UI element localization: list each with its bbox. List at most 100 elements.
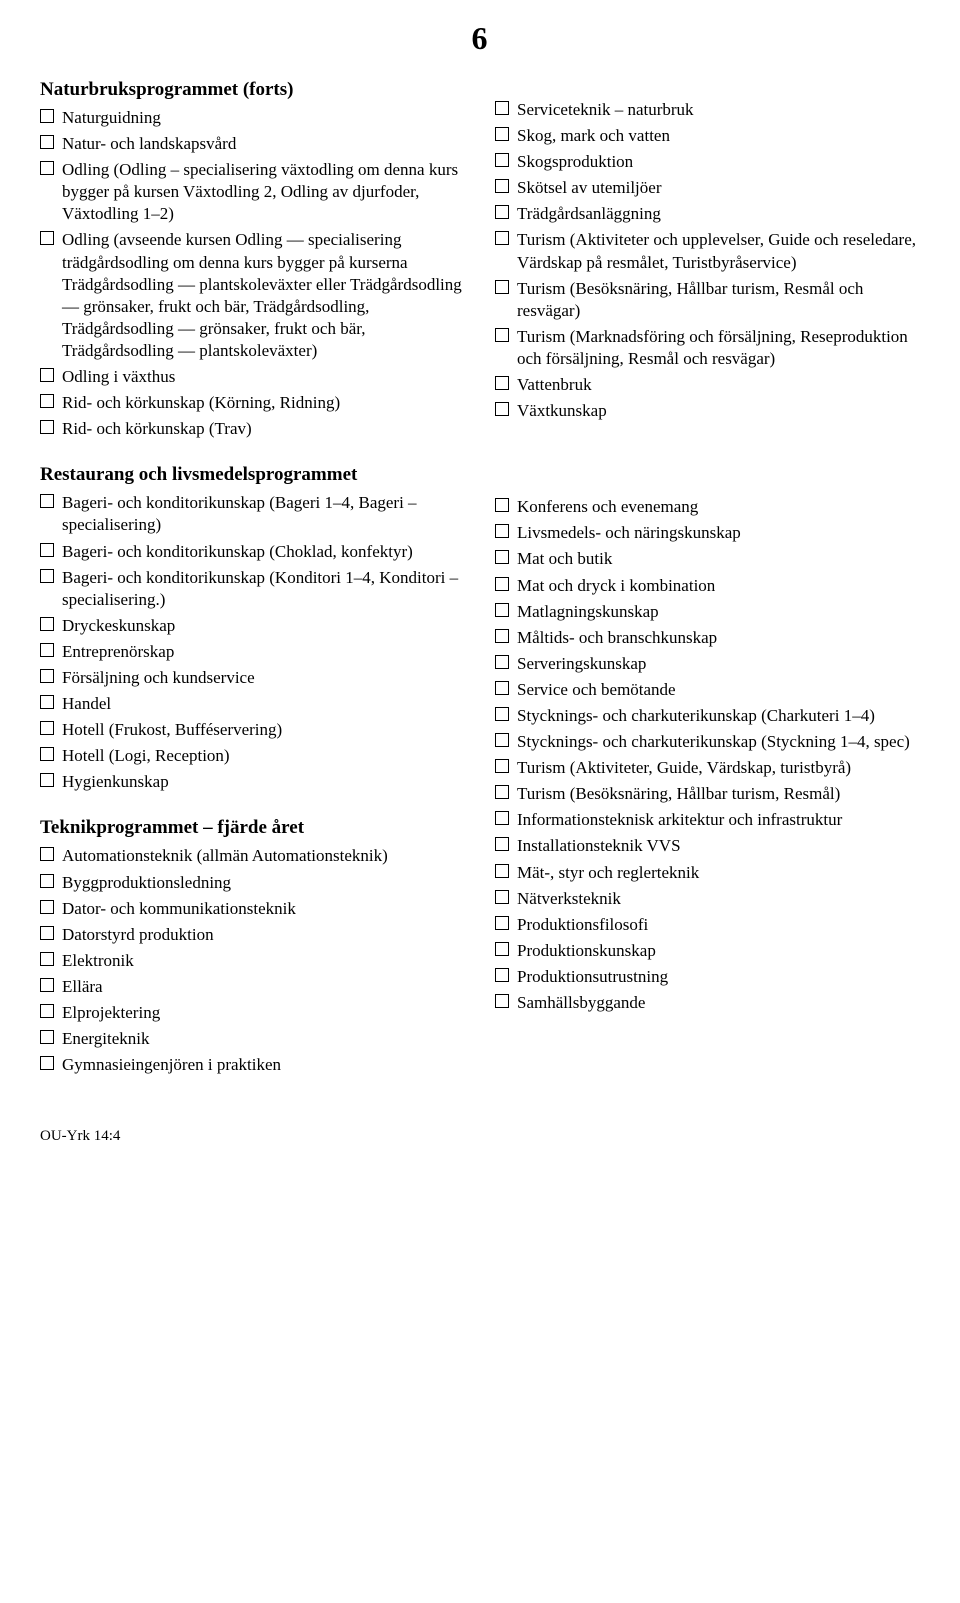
restaurang-teknik-right-label: Produktionsutrustning <box>517 966 920 988</box>
checkbox-icon[interactable] <box>40 494 54 508</box>
teknik-label: Elektronik <box>62 950 465 972</box>
checkbox-icon[interactable] <box>495 759 509 773</box>
checkbox-icon[interactable] <box>40 773 54 787</box>
checkbox-icon[interactable] <box>495 942 509 956</box>
naturbruk-item: Odling i växthus <box>40 366 465 388</box>
restaurang-teknik-right-label: Informationsteknisk arkitektur och infra… <box>517 809 920 831</box>
naturbruk-right-label: Skog, mark och vatten <box>517 125 920 147</box>
restaurang-label: Entreprenörskap <box>62 641 465 663</box>
checkbox-icon[interactable] <box>495 127 509 141</box>
checkbox-icon[interactable] <box>495 280 509 294</box>
teknik-item: Gymnasieingenjören i praktiken <box>40 1054 465 1076</box>
checkbox-icon[interactable] <box>495 153 509 167</box>
naturbruk-label: Rid- och körkunskap (Körning, Ridning) <box>62 392 465 414</box>
checkbox-icon[interactable] <box>495 811 509 825</box>
teknik-label: Gymnasieingenjören i praktiken <box>62 1054 465 1076</box>
checkbox-icon[interactable] <box>495 101 509 115</box>
teknik-label: Elprojektering <box>62 1002 465 1024</box>
naturbruk-right-item: Skog, mark och vatten <box>495 125 920 147</box>
teknik-label: Automationsteknik (allmän Automationstek… <box>62 845 465 867</box>
naturbruk-right-item: Serviceteknik – naturbruk <box>495 99 920 121</box>
checkbox-icon[interactable] <box>40 847 54 861</box>
checkbox-icon[interactable] <box>495 994 509 1008</box>
checkbox-icon[interactable] <box>495 402 509 416</box>
checkbox-icon[interactable] <box>495 376 509 390</box>
checkbox-icon[interactable] <box>40 695 54 709</box>
checkbox-icon[interactable] <box>40 669 54 683</box>
restaurang-teknik-right-item: Installationsteknik VVS <box>495 835 920 857</box>
checkbox-icon[interactable] <box>40 569 54 583</box>
restaurang-teknik-right-label: Matlagningskunskap <box>517 601 920 623</box>
naturbruk-right-label: Turism (Marknadsföring och försäljning, … <box>517 326 920 370</box>
checkbox-icon[interactable] <box>40 1004 54 1018</box>
restaurang-teknik-right-item: Produktionsfilosofi <box>495 914 920 936</box>
restaurang-item: Bageri- och konditorikunskap (Konditori … <box>40 567 465 611</box>
teknik-item: Energiteknik <box>40 1028 465 1050</box>
checkbox-icon[interactable] <box>495 498 509 512</box>
checkbox-icon[interactable] <box>40 643 54 657</box>
checkbox-icon[interactable] <box>495 179 509 193</box>
restaurang-teknik-right-item: Stycknings- och charkuterikunskap (Chark… <box>495 705 920 727</box>
checkbox-icon[interactable] <box>495 328 509 342</box>
restaurang-teknik-right-label: Stycknings- och charkuterikunskap (Styck… <box>517 731 920 753</box>
naturbruk-item: Odling (Odling – specialisering växtodli… <box>40 159 465 225</box>
restaurang-teknik-right-label: Mat och dryck i kombination <box>517 575 920 597</box>
checkbox-icon[interactable] <box>40 394 54 408</box>
checkbox-icon[interactable] <box>495 681 509 695</box>
checkbox-icon[interactable] <box>40 926 54 940</box>
checkbox-icon[interactable] <box>40 900 54 914</box>
checkbox-icon[interactable] <box>40 109 54 123</box>
checkbox-icon[interactable] <box>40 543 54 557</box>
restaurang-teknik-right-label: Nätverksteknik <box>517 888 920 910</box>
checkbox-icon[interactable] <box>40 721 54 735</box>
restaurang-teknik-right-label: Konferens och evenemang <box>517 496 920 518</box>
checkbox-icon[interactable] <box>40 978 54 992</box>
naturbruk-item: Naturguidning <box>40 107 465 129</box>
checkbox-icon[interactable] <box>495 707 509 721</box>
checkbox-icon[interactable] <box>495 837 509 851</box>
checkbox-icon[interactable] <box>40 1030 54 1044</box>
heading-naturbruk: Naturbruksprogrammet (forts) <box>40 79 465 101</box>
naturbruk-right-label: Trädgårdsanläggning <box>517 203 920 225</box>
checkbox-icon[interactable] <box>40 368 54 382</box>
checkbox-icon[interactable] <box>40 747 54 761</box>
heading-teknik: Teknikprogrammet – fjärde året <box>40 817 465 839</box>
restaurang-teknik-right-item: Stycknings- och charkuterikunskap (Styck… <box>495 731 920 753</box>
checkbox-icon[interactable] <box>40 952 54 966</box>
restaurang-teknik-right-item: Turism (Besöksnäring, Hållbar turism, Re… <box>495 783 920 805</box>
restaurang-teknik-right-label: Service och bemötande <box>517 679 920 701</box>
teknik-item: Byggproduktionsledning <box>40 872 465 894</box>
naturbruk-item: Odling (avseende kursen Odling — special… <box>40 229 465 362</box>
checkbox-icon[interactable] <box>40 874 54 888</box>
naturbruk-right-item: Vattenbruk <box>495 374 920 396</box>
checkbox-icon[interactable] <box>495 655 509 669</box>
checkbox-icon[interactable] <box>495 968 509 982</box>
checkbox-icon[interactable] <box>40 1056 54 1070</box>
naturbruk-right-label: Turism (Besöksnäring, Hållbar turism, Re… <box>517 278 920 322</box>
checkbox-icon[interactable] <box>495 916 509 930</box>
naturbruk-label: Odling (avseende kursen Odling — special… <box>62 229 465 362</box>
checkbox-icon[interactable] <box>495 629 509 643</box>
naturbruk-right-label: Växtkunskap <box>517 400 920 422</box>
checkbox-icon[interactable] <box>495 733 509 747</box>
checkbox-icon[interactable] <box>40 420 54 434</box>
two-column-layout: Naturbruksprogrammet (forts) Naturguidni… <box>40 69 920 1080</box>
restaurang-teknik-right-label: Mat och butik <box>517 548 920 570</box>
checkbox-icon[interactable] <box>495 577 509 591</box>
checkbox-icon[interactable] <box>495 205 509 219</box>
checkbox-icon[interactable] <box>40 231 54 245</box>
restaurang-teknik-right-item: Serveringskunskap <box>495 653 920 675</box>
checkbox-icon[interactable] <box>495 785 509 799</box>
checkbox-icon[interactable] <box>40 161 54 175</box>
checkbox-icon[interactable] <box>40 617 54 631</box>
checkbox-icon[interactable] <box>495 603 509 617</box>
restaurang-teknik-right-item: Matlagningskunskap <box>495 601 920 623</box>
checkbox-icon[interactable] <box>495 231 509 245</box>
checkbox-icon[interactable] <box>495 864 509 878</box>
checkbox-icon[interactable] <box>495 550 509 564</box>
restaurang-teknik-right-item: Livsmedels- och näringskunskap <box>495 522 920 544</box>
checkbox-icon[interactable] <box>495 890 509 904</box>
checkbox-icon[interactable] <box>495 524 509 538</box>
teknik-item: Automationsteknik (allmän Automationstek… <box>40 845 465 867</box>
checkbox-icon[interactable] <box>40 135 54 149</box>
